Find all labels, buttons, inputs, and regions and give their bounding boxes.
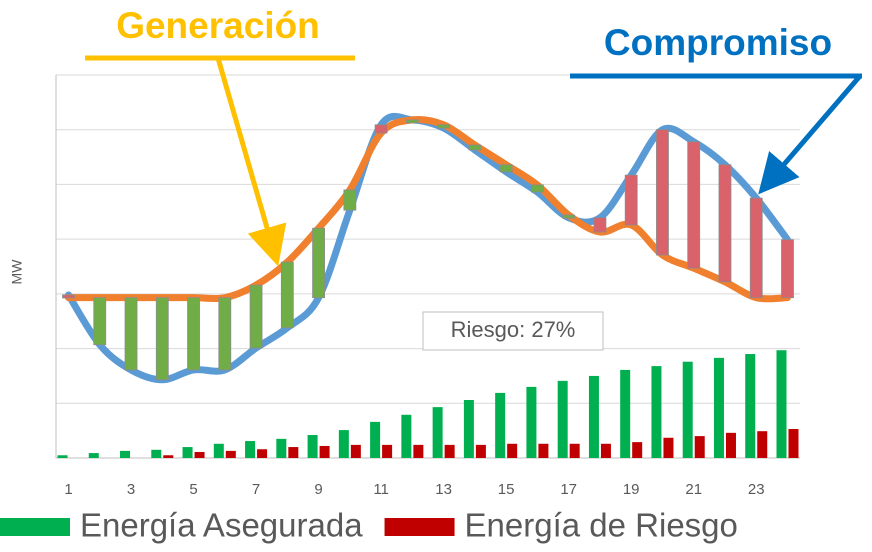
difference-band bbox=[280, 261, 294, 329]
bar bbox=[776, 350, 787, 458]
commitment-label: Compromiso bbox=[604, 22, 832, 63]
bar bbox=[350, 444, 361, 458]
generation-label: Generación bbox=[116, 5, 320, 46]
difference-band bbox=[468, 144, 482, 151]
difference-band bbox=[405, 119, 419, 124]
bar bbox=[307, 435, 318, 458]
generation-arrow bbox=[215, 57, 287, 267]
bar bbox=[663, 437, 674, 458]
x-tick-label: 5 bbox=[189, 481, 197, 498]
difference-band bbox=[93, 297, 107, 346]
bar bbox=[694, 436, 705, 458]
bar bbox=[557, 380, 568, 458]
difference-band bbox=[437, 124, 451, 129]
bar bbox=[382, 444, 393, 458]
bar bbox=[526, 386, 537, 458]
bar bbox=[569, 443, 580, 458]
bar bbox=[245, 441, 256, 458]
commitment-arrow bbox=[758, 74, 862, 195]
difference-band bbox=[312, 227, 325, 299]
difference-band bbox=[593, 217, 607, 233]
bar bbox=[538, 443, 549, 458]
bar bbox=[225, 450, 236, 458]
difference-band bbox=[718, 164, 732, 283]
difference-band bbox=[499, 164, 513, 173]
bar bbox=[757, 431, 768, 458]
legend-label: Energía Asegurada bbox=[80, 507, 363, 544]
x-tick-label: 13 bbox=[435, 481, 452, 498]
x-tick-label: 1 bbox=[64, 481, 72, 498]
x-tick-label: 21 bbox=[685, 481, 702, 498]
difference-band bbox=[749, 197, 763, 299]
difference-band bbox=[687, 141, 701, 269]
bar bbox=[632, 442, 643, 458]
x-tick-label: 15 bbox=[498, 481, 515, 498]
bar bbox=[319, 445, 330, 458]
bar bbox=[463, 400, 474, 458]
bar bbox=[682, 361, 693, 458]
difference-band bbox=[62, 294, 75, 299]
bar bbox=[88, 453, 99, 458]
bar bbox=[413, 444, 424, 458]
difference-band bbox=[562, 214, 576, 219]
x-tick-label: 23 bbox=[748, 481, 765, 498]
difference-band bbox=[624, 174, 638, 226]
difference-band bbox=[124, 297, 138, 371]
x-tick-label: 7 bbox=[252, 481, 260, 498]
bar bbox=[788, 429, 799, 458]
bar bbox=[163, 455, 174, 458]
bar bbox=[401, 414, 412, 458]
legend-swatch bbox=[0, 518, 70, 536]
annotation-box bbox=[422, 311, 604, 351]
bar bbox=[725, 432, 736, 458]
bar bbox=[620, 369, 631, 458]
bar bbox=[370, 421, 381, 458]
x-tick-label: 17 bbox=[560, 481, 577, 498]
difference-band bbox=[343, 189, 357, 211]
bar bbox=[713, 357, 724, 458]
bar bbox=[507, 443, 518, 458]
bar bbox=[338, 430, 349, 458]
bar bbox=[495, 392, 506, 458]
x-tick-label: 11 bbox=[373, 481, 389, 498]
difference-band bbox=[656, 129, 669, 256]
bar bbox=[120, 450, 131, 458]
difference-band bbox=[155, 297, 169, 381]
bar bbox=[432, 407, 443, 458]
bar bbox=[600, 443, 611, 458]
bar bbox=[288, 447, 299, 458]
bar bbox=[257, 449, 268, 458]
bar bbox=[444, 444, 455, 458]
difference-band bbox=[781, 239, 794, 299]
bar bbox=[651, 366, 662, 458]
bar bbox=[151, 449, 162, 458]
bar bbox=[475, 444, 486, 458]
y-axis-label: MW bbox=[9, 259, 25, 285]
difference-band bbox=[374, 124, 388, 134]
bar bbox=[213, 443, 224, 458]
bar bbox=[57, 455, 68, 458]
bar bbox=[182, 447, 193, 458]
bar bbox=[588, 375, 599, 458]
x-tick-label: 19 bbox=[623, 481, 640, 498]
x-tick-label: 9 bbox=[314, 481, 322, 498]
legend-label: Energía de Riesgo bbox=[465, 507, 738, 544]
difference-band bbox=[187, 297, 200, 371]
bar bbox=[276, 438, 287, 458]
bar bbox=[745, 354, 756, 458]
difference-band bbox=[249, 284, 263, 349]
legend-swatch bbox=[384, 518, 455, 536]
annotation: Riesgo: 27% bbox=[451, 317, 576, 342]
x-tick-label: 3 bbox=[127, 481, 135, 498]
line-0 bbox=[65, 115, 791, 303]
difference-band bbox=[531, 184, 544, 193]
difference-band bbox=[218, 297, 232, 371]
bar bbox=[194, 451, 205, 458]
